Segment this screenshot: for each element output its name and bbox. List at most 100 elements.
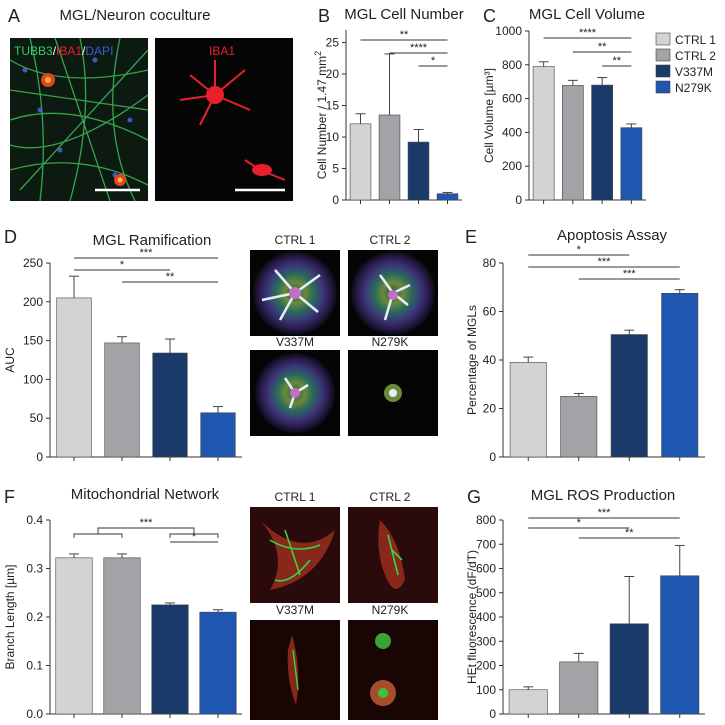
significance-label: *** (598, 256, 612, 268)
significance-label: *** (140, 247, 154, 259)
y-tick-label: 0 (332, 193, 339, 207)
panel-a: A MGL/Neuron coculture TUBB3/IBA1/DAPI (8, 6, 293, 202)
chart-e: E Apoptosis Assay 0 20 40 60 80 Percentage of M… (465, 227, 705, 464)
image-label: V337M (276, 603, 314, 617)
significance-label: * (120, 259, 125, 271)
bar (661, 293, 699, 458)
image-label: CTRL 2 (370, 490, 411, 504)
significance-label: ** (598, 41, 607, 53)
image-label: N279K (372, 335, 409, 349)
panel-letter: B (318, 6, 330, 26)
y-axis-label: Branch Length [µm] (3, 565, 17, 670)
bar (104, 342, 140, 458)
y-tick-label: 800 (502, 58, 522, 72)
panel-f-micrographs: CTRL 1 CTRL 2 V337M N279K (250, 490, 438, 720)
label-tubb3: TUBB3 (14, 44, 53, 58)
bar (151, 604, 189, 715)
significance-label: ** (625, 527, 634, 539)
chart-d: D MGL Ramification050100150200250AUC*****… (3, 227, 242, 464)
bar (532, 66, 555, 201)
bar (508, 689, 548, 715)
image-label: CTRL 1 (275, 490, 316, 504)
chart-title: Mitochondrial Network (71, 486, 220, 503)
bar (152, 352, 188, 458)
y-axis-label: Cell Volume [µm³] (482, 68, 496, 163)
y-tick-label: 600 (476, 562, 496, 576)
y-tick-label: 0.4 (26, 513, 43, 527)
y-tick-label: 100 (476, 683, 496, 697)
bar (56, 297, 92, 458)
y-tick-label: 15 (326, 99, 340, 113)
y-tick-label: 200 (476, 659, 496, 673)
significance-label: ** (166, 271, 175, 283)
significance-label: * (431, 55, 436, 67)
y-axis-label: AUC (3, 347, 17, 373)
y-tick-label: 0.3 (26, 562, 43, 576)
panel-letter: F (4, 487, 15, 507)
significance-label: *** (623, 268, 637, 280)
y-axis-label-superscript: 2 (313, 51, 323, 56)
y-tick-label: 400 (502, 125, 522, 139)
label-dapi: DAPI (85, 44, 113, 58)
legend-swatch (655, 80, 671, 94)
legend-label: CTRL 2 (675, 49, 716, 63)
significance-label: **** (579, 27, 597, 39)
chart-title: MGL ROS Production (531, 487, 676, 504)
bar (103, 557, 141, 715)
y-axis-label: HEt fluorescence (dF/dT) (465, 550, 479, 684)
panel-letter: D (4, 227, 17, 247)
significance-label: ** (612, 55, 621, 67)
bar (609, 623, 649, 715)
image-label: CTRL 1 (275, 233, 316, 247)
label-iba1: IBA1 (56, 44, 82, 58)
bar (55, 557, 93, 715)
bar (591, 84, 613, 201)
y-tick-label: 150 (23, 334, 43, 348)
panel-letter-a: A (8, 6, 20, 26)
y-tick-label: 0 (489, 707, 496, 721)
significance-label: * (192, 531, 197, 543)
y-tick-label: 250 (23, 256, 43, 270)
significance-bracket (73, 527, 219, 538)
y-tick-label: 0 (36, 450, 43, 464)
y-tick-label: 0 (489, 450, 496, 464)
y-tick-label: 80 (483, 256, 497, 270)
significance-label: * (577, 517, 582, 529)
y-tick-label: 0.2 (26, 610, 43, 624)
panel-letter: G (467, 487, 481, 507)
legend-label: CTRL 1 (675, 33, 716, 47)
chart-title: MGL Cell Volume (529, 6, 645, 23)
panel-d-micrographs: CTRL 1 CTRL 2 V337M N279K (250, 233, 438, 436)
label-iba1-right: IBA1 (209, 44, 235, 58)
y-tick-label: 10 (326, 130, 340, 144)
bar (560, 396, 598, 458)
bar (559, 661, 599, 715)
y-tick-label: 25 (326, 36, 340, 50)
image-label: CTRL 2 (370, 233, 411, 247)
y-tick-label: 100 (23, 372, 43, 386)
chart-c: C MGL Cell Volume 0 200 400 600 800 1000 Cell Vo… (482, 6, 716, 207)
iba1-micrograph (155, 38, 293, 201)
y-axis-label: Cell Number / 1.47 mm2 (313, 51, 329, 179)
legend-swatch (655, 32, 671, 46)
significance-label: **** (410, 42, 428, 54)
legend-label: V337M (675, 65, 713, 79)
bar (610, 334, 648, 458)
bar (509, 362, 547, 458)
y-tick-label: 400 (476, 610, 496, 624)
legend-label: N279K (675, 81, 712, 95)
y-tick-label: 700 (476, 537, 496, 551)
panel-a-title: MGL/Neuron coculture (60, 7, 211, 24)
y-tick-label: 200 (502, 159, 522, 173)
y-tick-label: 0 (515, 193, 522, 207)
coculture-micrograph (9, 37, 149, 202)
chart-g: G MGL ROS Production 0 100 200 300 400 500 600 70… (465, 487, 705, 721)
y-tick-label: 20 (326, 67, 340, 81)
bar (436, 193, 459, 201)
y-tick-label: 5 (332, 162, 339, 176)
image-label: V337M (276, 335, 314, 349)
y-tick-label: 60 (483, 305, 497, 319)
